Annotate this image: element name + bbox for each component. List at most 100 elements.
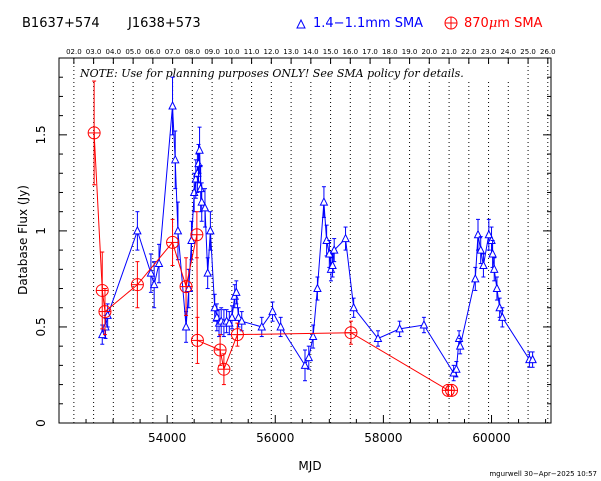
series-870um	[87, 80, 459, 397]
data-point-triangle	[313, 283, 322, 293]
legend-label-870um: 870μm SMA	[464, 16, 543, 31]
data-point-triangle	[234, 312, 243, 321]
year-tick-label: 13.0	[283, 48, 299, 56]
year-tick-label: 02.0	[66, 48, 82, 56]
y-tick-label: 0.5	[34, 317, 48, 336]
data-point-triangle	[149, 279, 159, 289]
data-point-triangle	[170, 154, 180, 164]
data-point-triangle	[181, 321, 191, 331]
data-point-triangle	[349, 302, 358, 312]
data-point-circle-plus	[344, 326, 358, 340]
data-point-circle-plus	[179, 280, 193, 294]
data-point-triangle	[276, 321, 285, 331]
year-tick-label: 12.0	[264, 48, 280, 56]
data-point-triangle	[492, 283, 502, 293]
year-tick-label: 15.0	[323, 48, 339, 56]
data-point-triangle	[329, 244, 339, 254]
year-tick-label: 25.0	[520, 48, 536, 56]
data-point-circle-plus	[217, 362, 231, 376]
data-point-circle-plus	[87, 126, 101, 140]
data-point-triangle	[470, 273, 480, 283]
x-tick-label: 60000	[472, 431, 510, 445]
year-tick-label: 19.0	[402, 48, 418, 56]
data-point-triangle	[154, 258, 164, 268]
data-point-circle-plus	[98, 305, 112, 319]
data-point-triangle	[528, 354, 537, 364]
data-point-triangle	[200, 202, 210, 212]
y-tick-label: 0	[34, 419, 48, 427]
data-point-triangle	[146, 268, 156, 277]
data-point-triangle	[452, 364, 461, 373]
x-axis-label: MJD	[298, 459, 321, 473]
data-point-triangle	[395, 323, 404, 333]
series-line	[93, 132, 452, 391]
data-point-circle-plus	[190, 228, 204, 242]
data-point-triangle	[476, 244, 486, 254]
year-tick-label: 09.0	[204, 48, 220, 56]
data-point-circle-plus	[166, 235, 180, 249]
data-point-triangle	[498, 312, 507, 321]
legend-triangle-marker	[296, 18, 306, 29]
data-point-triangle	[133, 225, 142, 235]
data-point-triangle	[484, 229, 494, 239]
data-point-triangle	[257, 321, 267, 331]
data-point-triangle	[168, 100, 177, 110]
year-tick-label: 05.0	[125, 48, 141, 56]
data-point-triangle	[300, 360, 310, 369]
data-point-circle-plus	[190, 333, 204, 347]
year-tick-label: 26.0	[540, 48, 556, 56]
data-point-circle-plus	[95, 283, 109, 297]
year-tick-label: 24.0	[500, 48, 516, 56]
data-point-triangle	[328, 260, 337, 269]
y-axis-label: Database Flux (Jy)	[16, 185, 30, 295]
data-point-triangle	[308, 331, 318, 341]
data-point-triangle	[304, 352, 314, 362]
data-point-triangle	[227, 312, 237, 321]
data-point-triangle	[489, 264, 499, 273]
year-tick-label: 18.0	[382, 48, 398, 56]
data-point-triangle	[268, 306, 277, 316]
source-name: B1637+574	[22, 16, 100, 31]
data-point-triangle	[224, 317, 234, 327]
series-1mm	[97, 76, 537, 382]
credit-line: mgurwell 30−Apr−2025 10:57	[489, 470, 597, 478]
year-tick-label: 17.0	[362, 48, 378, 56]
x-tick-label: 54000	[148, 431, 186, 445]
data-point-circle-plus	[230, 328, 244, 342]
data-point-triangle	[197, 196, 207, 206]
data-point-triangle	[194, 158, 203, 168]
data-point-triangle	[195, 145, 204, 154]
data-point-triangle	[419, 319, 429, 329]
data-point-triangle	[232, 287, 241, 296]
legend-label-1mm: 1.4−1.1mm SMA	[313, 16, 423, 31]
y-axis-ticks: 0 0.5 1 1.5	[34, 76, 551, 427]
data-point-circle-plus	[213, 343, 227, 357]
series-line	[101, 105, 533, 375]
year-tick-label: 06.0	[145, 48, 161, 56]
year-tick-label: 07.0	[165, 48, 181, 56]
data-point-triangle	[373, 333, 383, 342]
year-tick-label: 04.0	[106, 48, 122, 56]
legend: 1.4−1.1mm SMA 870μm SMA	[296, 16, 543, 31]
year-tick-label: 10.0	[224, 48, 240, 56]
note-background	[78, 65, 524, 80]
x-axis-ticks: 54000 56000 58000 60000	[85, 415, 547, 445]
year-tick-label: 11.0	[244, 48, 260, 56]
data-point-circle-plus	[445, 383, 459, 397]
x-tick-label: 56000	[256, 431, 294, 445]
x-tick-label: 58000	[364, 431, 402, 445]
year-gridlines	[73, 58, 549, 423]
y-tick-label: 1.5	[34, 125, 48, 144]
year-tick-label: 21.0	[441, 48, 457, 56]
year-axis-labels: 02.0 03.0 04.0 05.0 06.0 07.0 08.0 09.0 10.0 11.0…	[66, 48, 556, 56]
alt-source-name: J1638+573	[127, 16, 201, 31]
data-point-triangle	[206, 225, 215, 235]
year-tick-label: 23.0	[481, 48, 497, 56]
data-point-triangle	[237, 316, 247, 325]
data-point-triangle	[319, 196, 329, 206]
data-point-triangle	[479, 260, 488, 269]
data-point-triangle	[488, 248, 497, 258]
year-tick-label: 08.0	[185, 48, 201, 56]
data-point-circle-plus	[130, 278, 144, 292]
